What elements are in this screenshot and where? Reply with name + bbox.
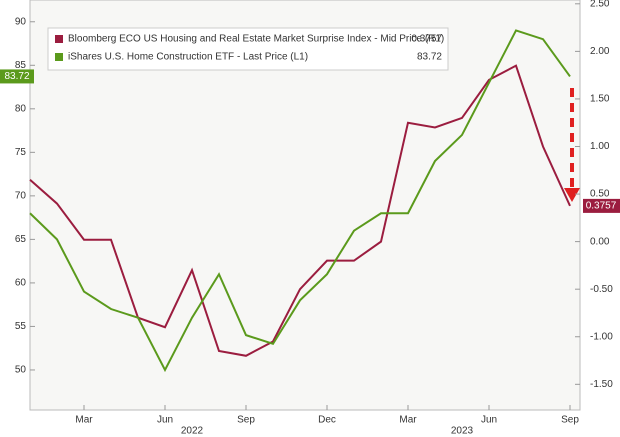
- y-tick-label: 55: [15, 321, 27, 332]
- legend-label: iShares U.S. Home Construction ETF - Las…: [68, 52, 308, 63]
- year-label: 2023: [451, 426, 474, 437]
- y2-tick-label: 1.00: [590, 141, 610, 152]
- y2-tick-label: 2.50: [590, 0, 610, 9]
- y-tick-label: 80: [15, 103, 27, 114]
- x-tick-label: Mar: [75, 415, 93, 426]
- y-tick-label: 70: [15, 191, 27, 202]
- arrow-head: [564, 188, 580, 202]
- last-value-tag: [583, 198, 620, 213]
- legend-swatch: [55, 53, 63, 61]
- legend-label: Bloomberg ECO US Housing and Real Estate…: [68, 34, 444, 45]
- forecast-arrow: [564, 88, 580, 202]
- last-value-label: 0.3757: [586, 201, 617, 212]
- y2-tick-label: 0.50: [590, 189, 610, 200]
- y-tick-label: 75: [15, 147, 27, 158]
- y2-tick-label: 2.00: [590, 46, 610, 57]
- y2-tick-label: 1.50: [590, 94, 610, 105]
- legend: Bloomberg ECO US Housing and Real Estate…: [47, 27, 449, 71]
- y-tick-label: 50: [15, 365, 27, 376]
- series-line: [29, 29, 571, 373]
- y2-tick-label: -1.00: [590, 331, 613, 342]
- y-tick-label: 90: [15, 16, 27, 27]
- x-tick-label: Sep: [561, 415, 579, 426]
- last-value-tag: [0, 69, 34, 84]
- y-tick-label: 65: [15, 234, 27, 245]
- legend-value: 0.3757: [411, 34, 442, 45]
- y2-tick-label: 0.00: [590, 236, 610, 247]
- y2-tick-label: -1.50: [590, 379, 613, 390]
- last-value-label: 83.72: [4, 71, 29, 82]
- year-label: 2022: [181, 426, 204, 437]
- legend-box: [47, 27, 449, 71]
- series-line: [29, 64, 571, 357]
- legend-swatch: [55, 35, 63, 43]
- x-tick-label: Jun: [157, 415, 173, 426]
- x-tick-label: Sep: [237, 415, 255, 426]
- y-tick-label: 60: [15, 278, 27, 289]
- legend-value: 83.72: [417, 52, 442, 63]
- y2-tick-label: -0.50: [590, 284, 613, 295]
- y-tick-label: 85: [15, 60, 27, 71]
- x-tick-label: Mar: [399, 415, 417, 426]
- x-tick-label: Jun: [481, 415, 497, 426]
- x-tick-label: Dec: [318, 415, 336, 426]
